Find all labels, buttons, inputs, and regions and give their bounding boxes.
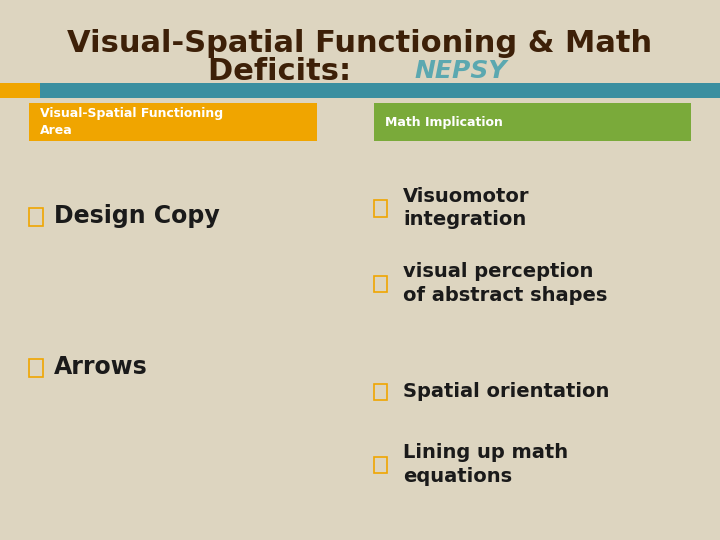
Bar (374, 103, 691, 141)
Text: Visual-Spatial Functioning & Math: Visual-Spatial Functioning & Math (68, 29, 652, 58)
Text: Visual-Spatial Functioning
Area: Visual-Spatial Functioning Area (40, 107, 222, 137)
Text: NEPSY: NEPSY (414, 59, 506, 83)
Bar (0, 83, 40, 98)
Bar (374, 200, 387, 217)
Text: visual perception
of abstract shapes: visual perception of abstract shapes (403, 262, 608, 305)
Bar (374, 457, 387, 473)
Text: Design Copy: Design Copy (54, 204, 220, 228)
Text: Lining up math
equations: Lining up math equations (403, 443, 568, 485)
Text: Deficits:: Deficits: (207, 57, 361, 86)
Bar (29, 103, 317, 141)
Bar (29, 359, 43, 377)
Bar (0, 83, 720, 98)
Bar (29, 208, 43, 226)
Bar (374, 276, 387, 292)
Text: Math Implication: Math Implication (385, 116, 503, 129)
Text: Visuomotor
integration: Visuomotor integration (403, 187, 530, 229)
Bar (374, 384, 387, 400)
Text: Spatial orientation: Spatial orientation (403, 382, 610, 401)
Text: Arrows: Arrows (54, 355, 148, 379)
